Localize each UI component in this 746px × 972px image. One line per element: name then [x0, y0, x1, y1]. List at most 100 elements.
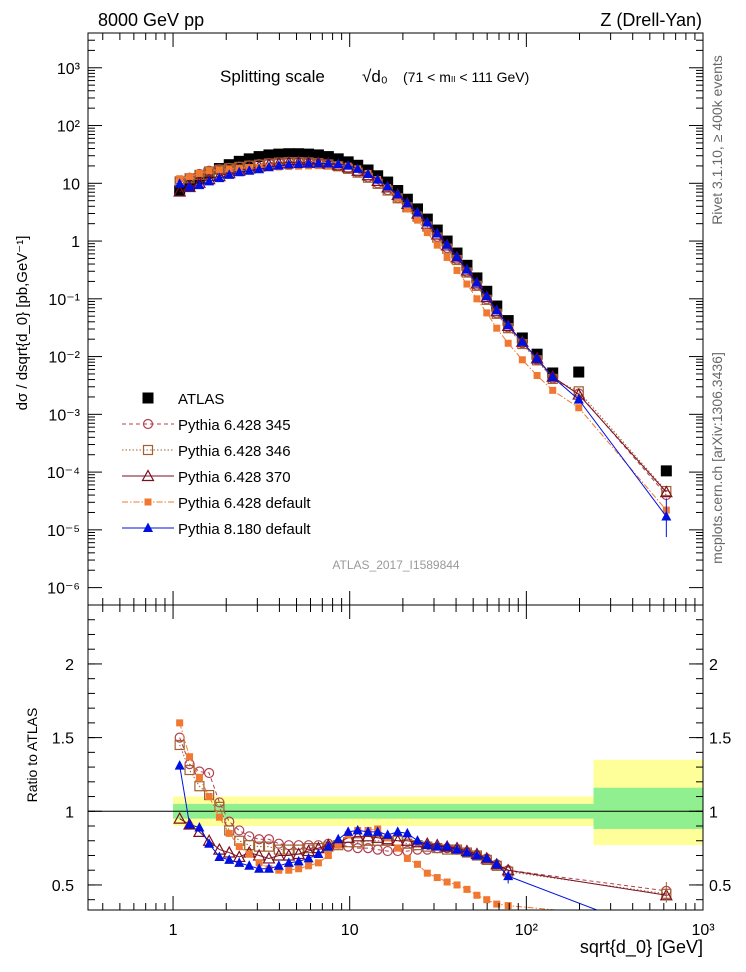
ratio-point-0-19: [362, 843, 374, 854]
ratio-point-4-2: [194, 821, 205, 832]
ratio-point-4-1: [184, 819, 195, 829]
ratio-point-4-25: [422, 839, 433, 850]
main-point-5-6: [234, 166, 245, 177]
ratio-point-3-0: [176, 719, 184, 727]
legend-marker-1: [142, 418, 154, 430]
main-point-5-0: [174, 178, 185, 188]
main-point-0-12: [293, 148, 305, 160]
y-axis-title-ratio: Ratio to ATLAS: [24, 708, 40, 803]
ratio-point-4-18: [352, 824, 363, 835]
main-point-3-35: [530, 351, 544, 364]
x-tick-label-0: 1: [169, 922, 178, 939]
main-point-0-38: [660, 465, 672, 477]
ratio-point-1-2: [194, 781, 205, 792]
main-point-4-28: [453, 266, 461, 274]
main-point-5-10: [273, 160, 284, 170]
y-tick-label-8: 10²: [57, 119, 81, 136]
ratio-point-1-0: [174, 739, 185, 751]
legend-marker-4: [144, 498, 152, 506]
header-right: Z (Drell-Yan): [600, 10, 702, 30]
ratio-point-0-21: [382, 845, 393, 857]
ratio-point-1-7: [244, 840, 255, 851]
ratio-point-3-23: [403, 854, 411, 862]
x-tick-label-2: 10²: [515, 922, 539, 939]
plot-title: Splitting scale √d₀ (71 < mₗₗ < 111 GeV): [220, 67, 529, 86]
legend-item-1: Pythia 6.428 345: [122, 417, 291, 434]
legend-label-0: ATLAS: [178, 391, 224, 408]
ratio-point-2-32: [490, 857, 504, 870]
main-point-5-26: [432, 228, 443, 238]
main-point-5-29: [461, 264, 472, 274]
ratio-point-3-10: [275, 866, 283, 874]
ratio-point-3-2: [195, 773, 203, 781]
plot-title-cut: (71 < mₗₗ < 111 GeV): [403, 69, 529, 85]
main-point-5-21: [382, 181, 393, 191]
ratio-point-3-7: [245, 850, 253, 858]
y-tick-label-4: 10⁻²: [48, 350, 80, 367]
main-point-3-38: [659, 485, 673, 498]
legend-label-5: Pythia 8.180 default: [178, 521, 311, 538]
ratio-point-4-14: [313, 848, 324, 859]
main-point-3-34: [515, 335, 529, 347]
legend: ATLAS Pythia 6.428 345 Pythia 6.428 346 Pyt…: [122, 391, 311, 538]
ratio-tick-label-left-2: 1.5: [52, 731, 74, 748]
ratio-point-3-11: [285, 866, 293, 874]
ratio-point-3-6: [235, 843, 243, 851]
ratio-point-3-15: [324, 851, 332, 859]
main-point-5-18: [352, 163, 363, 173]
legend-label-2: Pythia 6.428 346: [178, 443, 291, 460]
ratio-band-inner-1: [593, 787, 703, 829]
main-point-4-36: [549, 386, 557, 394]
main-point-4-35: [533, 372, 541, 380]
ratio-point-4-23: [402, 827, 413, 838]
x-tick-label-1: 10: [341, 922, 359, 939]
ratio-point-3-30: [473, 891, 481, 899]
main-point-4-29: [463, 280, 471, 288]
main-point-4-31: [483, 309, 491, 317]
ratio-point-3-25: [423, 869, 431, 877]
ratio-point-1-4: [214, 801, 225, 812]
main-point-4-32: [493, 324, 501, 332]
ratio-point-0-3: [204, 767, 215, 779]
ratio-point-4-29: [461, 847, 472, 857]
main-point-5-20: [372, 174, 383, 184]
legend-label-1: Pythia 6.428 345: [178, 417, 291, 434]
main-point-5-37: [573, 394, 584, 404]
ratio-tick-label-left-3: 2: [65, 657, 74, 674]
main-point-4-33: [504, 339, 512, 347]
main-point-0-7: [243, 153, 255, 165]
ratio-point-4-22: [392, 826, 403, 836]
ratio-point-4-21: [382, 829, 393, 839]
ratio-point-3-32: [493, 900, 501, 908]
main-point-5-31: [481, 290, 492, 301]
y-tick-label-5: 10⁻¹: [48, 292, 80, 309]
ratio-point-4-9: [263, 863, 274, 873]
ratio-tick-label-right-3: 2: [709, 657, 718, 674]
main-point-5-34: [517, 336, 528, 346]
main-point-4-2: [195, 169, 203, 177]
legend-label-3: Pythia 6.428 370: [178, 469, 291, 486]
y-axis-title-main: dσ / dsqrt{d_0} [pb,GeV⁻¹]: [14, 236, 31, 411]
main-point-5-33: [503, 319, 514, 330]
main-point-4-1: [186, 173, 194, 181]
ratio-point-3-14: [314, 859, 322, 867]
main-point-4-3: [205, 167, 213, 175]
main-clipped: [173, 148, 673, 538]
main-point-5-16: [333, 158, 344, 169]
legend-marker-3: [141, 469, 155, 482]
ratio-point-3-28: [453, 881, 461, 889]
main-point-0-11: [283, 148, 295, 160]
main-point-5-9: [263, 161, 274, 172]
ratio-point-4-13: [303, 852, 314, 863]
main-point-0-10: [273, 148, 285, 160]
ratio-point-0-6: [234, 825, 245, 836]
main-point-0-5: [223, 159, 235, 171]
ratio-point-4-12: [293, 855, 304, 866]
main-point-4-27: [443, 253, 451, 261]
legend-item-3: Pythia 6.428 370: [122, 469, 291, 486]
main-point-5-3: [204, 175, 215, 186]
main-point-5-17: [343, 160, 354, 170]
ratio-point-3-13: [305, 862, 313, 870]
y-tick-label-0: 10⁻⁶: [47, 581, 80, 598]
ratio-point-4-16: [333, 833, 344, 844]
